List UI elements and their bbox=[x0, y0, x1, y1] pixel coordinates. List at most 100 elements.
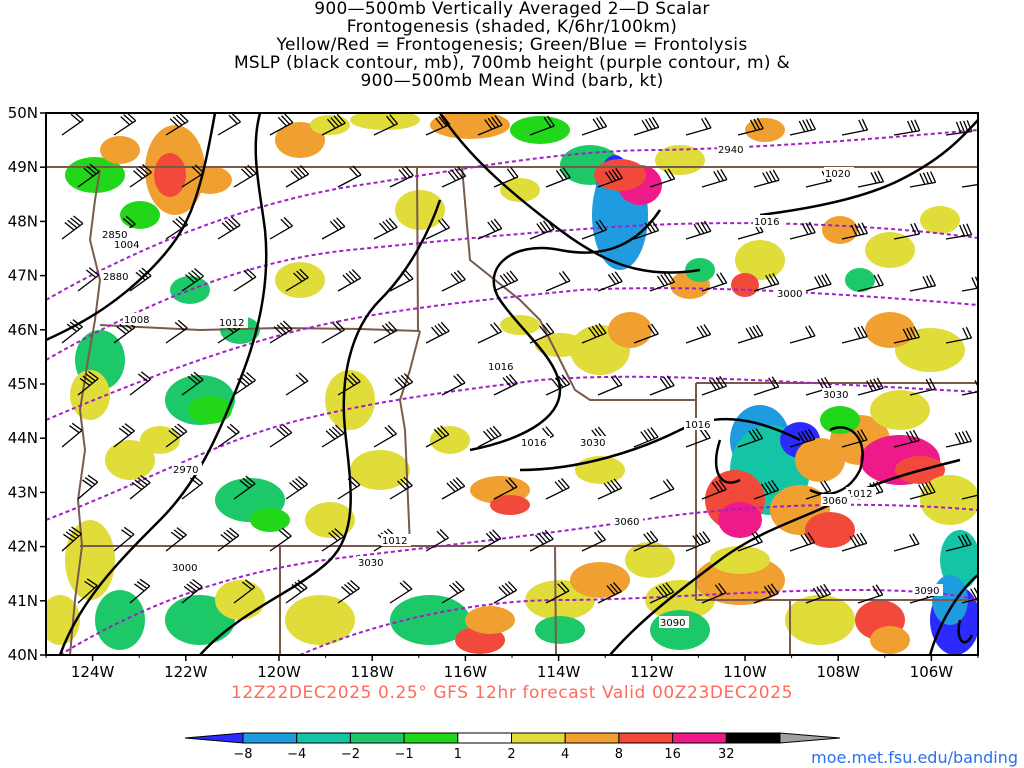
shading-blob bbox=[822, 216, 858, 244]
wind-barb bbox=[77, 267, 100, 292]
shading-blob bbox=[745, 118, 785, 142]
mslp-label: 1012 bbox=[382, 536, 407, 547]
wind-barb bbox=[77, 578, 98, 604]
shading-blob bbox=[535, 333, 585, 357]
lon-label: 118W bbox=[350, 663, 394, 681]
shading-blob bbox=[275, 122, 325, 158]
title-line: 900—500mb Vertically Averaged 2—D Scalar bbox=[314, 0, 710, 19]
wind-barb bbox=[805, 273, 832, 292]
wind-barb bbox=[373, 114, 398, 136]
mslp-label: 1016 bbox=[521, 438, 546, 449]
shading-blob bbox=[350, 450, 410, 490]
wind-barb bbox=[477, 425, 502, 448]
wind-barb bbox=[789, 428, 816, 448]
wind-barb bbox=[129, 578, 151, 604]
colorbar-max-arrow bbox=[779, 732, 841, 744]
wind-barb bbox=[165, 319, 188, 344]
lat-label: 44N bbox=[8, 429, 38, 447]
wind-barb bbox=[753, 272, 780, 292]
wind-barb bbox=[841, 222, 868, 240]
wind-barb bbox=[217, 423, 240, 448]
wind-barb bbox=[285, 579, 308, 604]
colorbar: −8 −4 −2 −1 1 2 4 8 16 32 bbox=[184, 732, 841, 762]
wind-barb bbox=[633, 220, 660, 240]
wind-barb bbox=[337, 476, 361, 500]
wind-barb bbox=[649, 168, 676, 188]
shading-blob bbox=[820, 406, 860, 434]
wind-barb bbox=[181, 164, 205, 188]
wind-barb bbox=[337, 372, 361, 396]
wind-barb bbox=[581, 530, 606, 552]
wind-barb bbox=[181, 267, 204, 292]
wind-barb bbox=[477, 218, 503, 240]
wind-barb bbox=[61, 526, 82, 552]
wind-barb bbox=[233, 268, 257, 292]
wind-barb bbox=[113, 526, 135, 552]
wind-barb bbox=[61, 215, 84, 240]
source-credit-link[interactable]: moe.met.fsu.edu/banding bbox=[811, 748, 1018, 767]
wind-barb bbox=[373, 321, 398, 344]
wind-barb bbox=[805, 480, 832, 500]
wind-barb bbox=[841, 532, 868, 552]
wind-barb bbox=[753, 169, 780, 188]
wind-barb bbox=[425, 218, 450, 240]
wind-barb bbox=[857, 377, 884, 396]
shading-blob bbox=[490, 495, 530, 515]
contour-labels: 1004 1008 1012 1016 1016 1016 1016 1012 … bbox=[101, 143, 943, 629]
lat-label: 48N bbox=[8, 212, 38, 230]
wind-barb bbox=[165, 527, 187, 552]
wind-barb bbox=[597, 271, 623, 292]
shading-blob bbox=[250, 508, 290, 532]
wind-barb bbox=[893, 429, 920, 448]
wind-barb bbox=[685, 220, 712, 240]
wind-barb bbox=[701, 375, 728, 396]
colorbar-label: −4 bbox=[287, 747, 306, 762]
height-label: 3090 bbox=[660, 618, 685, 629]
wind-barb bbox=[77, 370, 99, 396]
colorbar-label: 4 bbox=[561, 747, 569, 762]
shading-blob bbox=[465, 606, 515, 634]
height-label: 3060 bbox=[822, 496, 847, 507]
wind-barb bbox=[597, 374, 623, 396]
wind-barb bbox=[389, 476, 413, 500]
colorbar-box bbox=[403, 732, 459, 744]
shading-blob bbox=[305, 502, 355, 538]
oregon-idaho-border bbox=[398, 330, 421, 547]
shading-blob bbox=[100, 136, 140, 164]
wind-barb bbox=[477, 115, 503, 136]
height-label: 3000 bbox=[777, 289, 802, 300]
wind-barb bbox=[633, 323, 659, 344]
colorbar-label: 8 bbox=[615, 747, 623, 762]
wind-barb bbox=[233, 371, 256, 396]
lon-label: 110W bbox=[723, 663, 767, 681]
lon-label: 114W bbox=[537, 663, 581, 681]
height-label: 2970 bbox=[173, 465, 198, 476]
wind-barb bbox=[857, 274, 884, 292]
shading-blob bbox=[870, 626, 910, 654]
wind-barb bbox=[737, 324, 764, 344]
wind-barb bbox=[597, 167, 624, 188]
wind-barb bbox=[701, 168, 728, 188]
wind-barb bbox=[545, 167, 571, 188]
colorbar-box bbox=[511, 732, 566, 744]
colorbar-box bbox=[618, 732, 674, 744]
wind-barb bbox=[181, 578, 203, 604]
shading-blob bbox=[870, 390, 930, 430]
shading-blob bbox=[608, 312, 652, 348]
mslp-label: 1016 bbox=[754, 217, 779, 228]
shading-blob bbox=[350, 113, 420, 130]
height-label: 3030 bbox=[823, 390, 848, 401]
wind-barb bbox=[789, 118, 816, 136]
wind-barb bbox=[649, 478, 675, 500]
height-label: 2850 bbox=[102, 230, 127, 241]
wind-barb bbox=[945, 223, 973, 240]
lon-label: 120W bbox=[257, 663, 301, 681]
shading-blob bbox=[310, 115, 350, 135]
lat-label: 47N bbox=[8, 267, 38, 285]
mslp-label: 1020 bbox=[825, 169, 850, 180]
wind-barb bbox=[545, 581, 570, 604]
wind-barb bbox=[893, 533, 920, 552]
wind-barb bbox=[425, 425, 450, 448]
shading-blob bbox=[510, 116, 570, 144]
wind-barb bbox=[857, 170, 885, 188]
